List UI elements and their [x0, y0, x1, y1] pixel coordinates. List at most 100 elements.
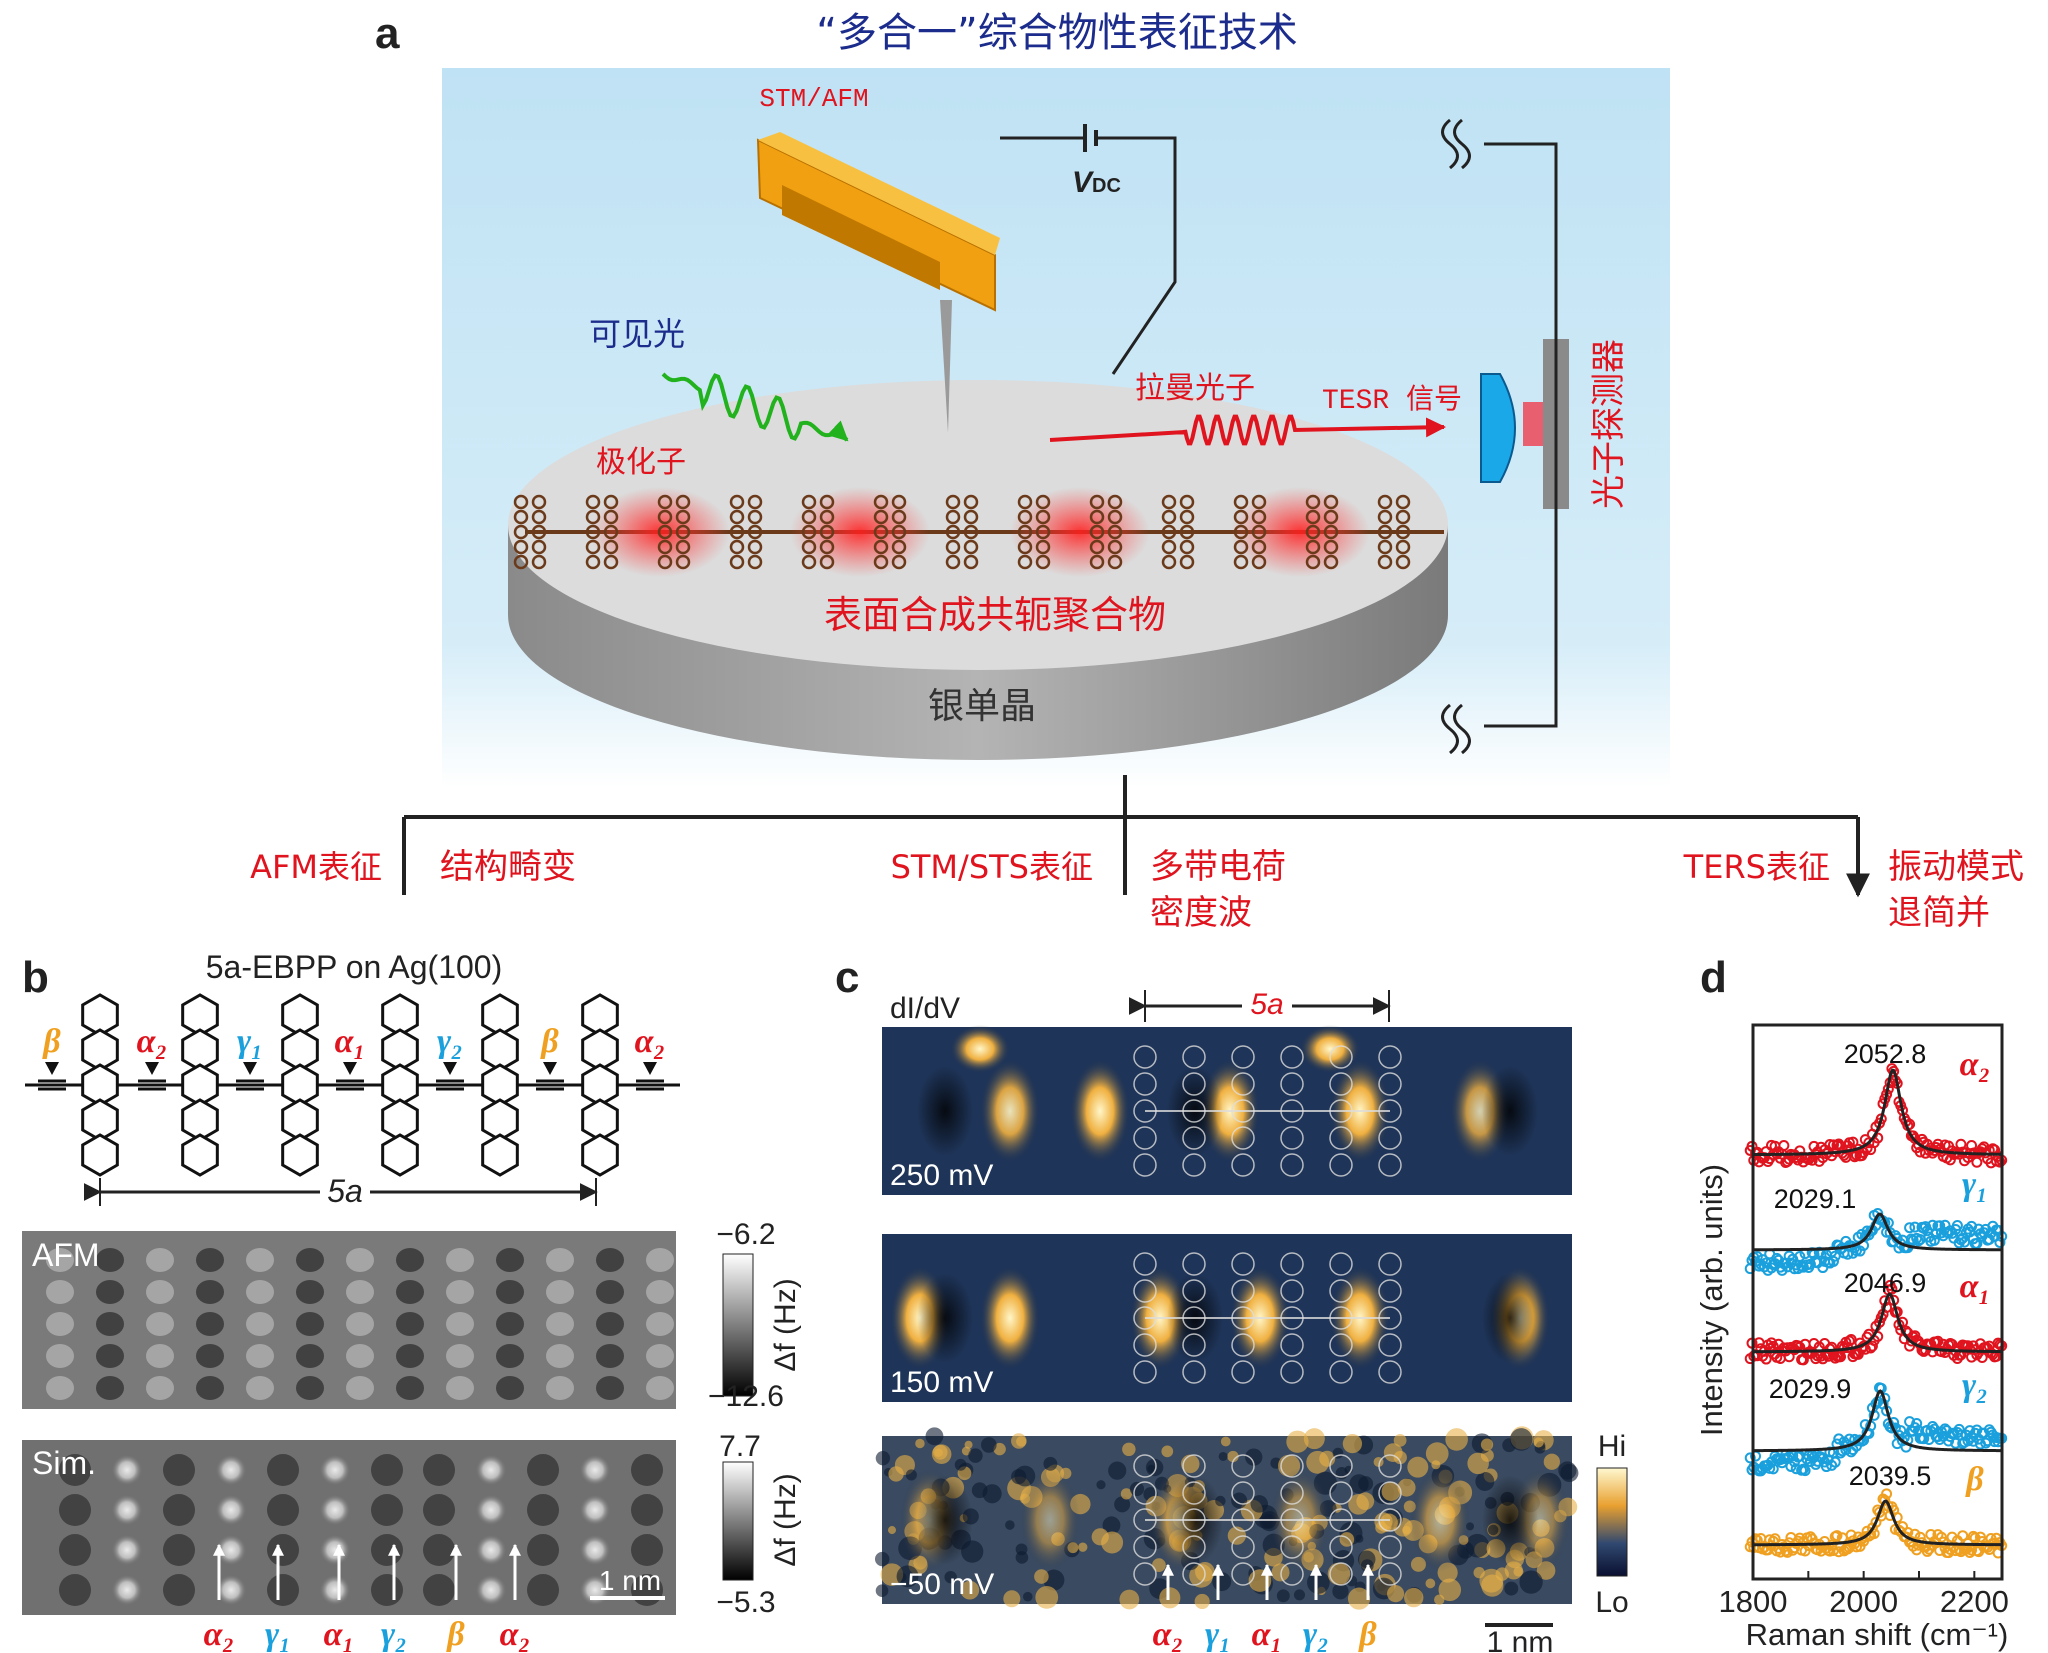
mode-label: β [1357, 1616, 1377, 1653]
molecule-atom [963, 539, 979, 555]
photon-detector-label: 光子探测器 [1589, 339, 1629, 509]
molecule-atom [873, 554, 889, 570]
mode-label: α₂ [1153, 1616, 1184, 1653]
molecule-atom [1179, 554, 1195, 570]
series-name: γ₁ [1962, 1166, 1988, 1203]
c-arrows: α₂ γ₁ α₁ γ₂ β [1153, 1563, 1377, 1653]
didv-label: dI/dV [890, 992, 960, 1025]
data-point [1833, 1433, 1845, 1445]
molecule-atom [891, 509, 907, 525]
molecule-atom [873, 494, 889, 510]
data-point [1744, 1452, 1756, 1464]
molecule-atom [1161, 494, 1177, 510]
molecule-atom [963, 524, 979, 540]
stm-afm-cantilever [756, 132, 1000, 433]
data-point [1881, 1488, 1893, 1500]
polaron-glow [790, 487, 930, 577]
molecule-atom [675, 554, 691, 570]
molecule-atom [531, 524, 547, 540]
bias-circuit [1000, 124, 1177, 375]
bias-label: −50 mV [890, 1568, 994, 1601]
molecule-atom [1233, 539, 1249, 555]
peak-label: 2039.5 [1849, 1461, 1932, 1491]
series-name: β [1964, 1461, 1984, 1498]
molecule-atom [873, 524, 889, 540]
molecule-atom [1323, 539, 1339, 555]
molecule-atom [945, 554, 961, 570]
molecule-atom [963, 509, 979, 525]
molecule-atom [1233, 554, 1249, 570]
data-point [1983, 1233, 1995, 1245]
data-point [1911, 1418, 1923, 1430]
series-0: 2052.8 α₂ [1744, 1039, 2008, 1169]
arrow-down-icon [543, 1062, 557, 1075]
molecule-atom [747, 524, 763, 540]
triple-bond [436, 1079, 464, 1091]
molecule-atom [675, 539, 691, 555]
molecule-atom [675, 494, 691, 510]
molecule-atom [657, 554, 673, 570]
bias-label: 250 mV [890, 1159, 993, 1192]
branch-ters-result-2: 退简并 [1888, 893, 1990, 933]
molecule-atom [819, 494, 835, 510]
data-point [1967, 1530, 1979, 1542]
data-point [1904, 1222, 1916, 1234]
molecule-atom [531, 494, 547, 510]
molecule-atom [747, 494, 763, 510]
x-tick-label: 1800 [1719, 1584, 1788, 1619]
molecule-atom [1305, 524, 1321, 540]
molecule-atom [1251, 509, 1267, 525]
series-name: α₂ [1960, 1046, 1991, 1083]
molecule-atom [1395, 539, 1411, 555]
benzene-ring [181, 1133, 219, 1177]
data-point [1820, 1461, 1832, 1473]
branch-afm-result: 结构畸变 [440, 847, 576, 887]
data-point [1934, 1220, 1946, 1232]
fit-curve [1753, 1389, 2003, 1453]
panel-c-label: c [835, 953, 859, 1002]
data-point [1994, 1339, 2006, 1351]
branch-stm-result-1: 多带电荷 [1150, 847, 1286, 887]
molecule-atom [801, 524, 817, 540]
data-point [1829, 1456, 1841, 1468]
molecule-atom [891, 494, 907, 510]
molecule-atom [1251, 554, 1267, 570]
didv-map: −50 mV [874, 1426, 1579, 1610]
branch-tree [402, 775, 1858, 895]
molecule-atom [1035, 554, 1051, 570]
molecule-atom [1305, 554, 1321, 570]
molecule-atom [585, 494, 601, 510]
stm-afm-label: STM/AFM [759, 84, 868, 114]
molecule-atom [1395, 554, 1411, 570]
mode-label: γ₂ [381, 1616, 407, 1653]
molecule-atom [945, 539, 961, 555]
branch-afm-method: AFM表征 [250, 848, 382, 886]
bond-label: β [539, 1023, 559, 1060]
bond-label: γ₂ [437, 1023, 463, 1060]
molecule-atom [513, 524, 529, 540]
sim-cbar-min: −5.3 [716, 1586, 775, 1619]
molecule-atom [513, 539, 529, 555]
molecule-atom [1089, 539, 1105, 555]
sim-cbar-unit: Δf (Hz) [769, 1473, 802, 1566]
molecule-atom [1161, 524, 1177, 540]
peak-label: 2046.9 [1844, 1268, 1927, 1298]
bond-label: γ₁ [237, 1023, 263, 1060]
molecule-atom [1233, 524, 1249, 540]
molecule-atom [729, 509, 745, 525]
molecule-atom [1017, 494, 1033, 510]
arrow-down-icon [343, 1062, 357, 1075]
x-tick-label: 2000 [1829, 1584, 1898, 1619]
data-point [1843, 1335, 1855, 1347]
molecule-atom [585, 539, 601, 555]
sim-label: Sim. [32, 1445, 96, 1481]
branch-ters-method: TERS表征 [1683, 848, 1830, 886]
molecule-atom [747, 509, 763, 525]
data-point [1845, 1529, 1857, 1541]
molecule-atom [603, 539, 619, 555]
molecule-atom [1179, 509, 1195, 525]
molecule-atom [1305, 539, 1321, 555]
peak-label: 2029.1 [1774, 1184, 1857, 1214]
panel-a-title: “多合一”综合物性表征技术 [816, 10, 1297, 56]
